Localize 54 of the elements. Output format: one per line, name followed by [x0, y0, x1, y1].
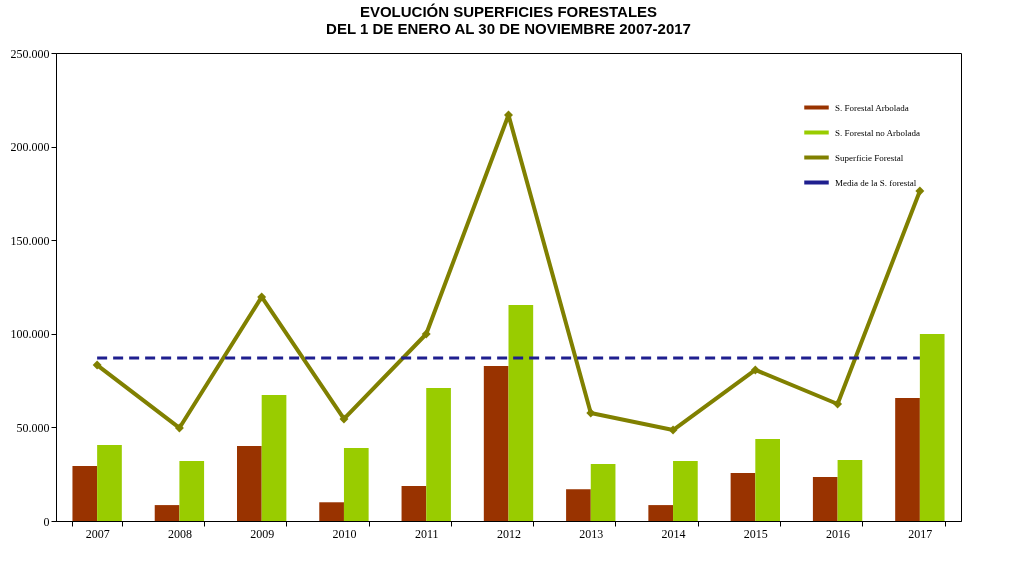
chart-title: EVOLUCIÓN SUPERFICIES FORESTALES DEL 1 DE ENERO AL 30 DE NOVIEMBRE 2007-2017	[326, 3, 691, 37]
x-tick-label: 2012	[497, 526, 521, 541]
point	[421, 329, 431, 339]
y-tick-label: 150.000	[10, 233, 50, 248]
x-tick-label: 2009	[250, 526, 275, 541]
bar	[483, 366, 509, 521]
point	[92, 360, 102, 370]
bar	[319, 502, 344, 521]
bar	[179, 461, 205, 521]
bar	[648, 505, 674, 521]
x-tick-label: 2016	[826, 526, 851, 541]
bar	[590, 464, 616, 521]
bar	[566, 489, 591, 521]
bar	[97, 445, 122, 521]
bar	[895, 398, 920, 521]
bar	[673, 461, 698, 521]
x-tick-label: 2011	[414, 526, 439, 541]
point	[174, 423, 184, 433]
legend-label: Superficie Forestal	[835, 152, 904, 163]
bar	[426, 388, 451, 521]
x-tick-label: 2013	[579, 526, 604, 541]
bar	[812, 477, 838, 521]
legend-label: S. Forestal Arbolada	[835, 102, 909, 113]
legend-label: S. Forestal no Arbolada	[835, 127, 920, 138]
bar	[343, 447, 369, 521]
x-tick-label: 2017	[908, 526, 933, 541]
bar	[919, 333, 945, 521]
bar	[154, 505, 180, 521]
y-tick-label: 100.000	[10, 327, 50, 342]
bar	[508, 304, 534, 521]
bar	[401, 485, 427, 521]
point	[339, 414, 349, 424]
bar	[730, 473, 756, 521]
x-tick-label: 2008	[167, 526, 192, 541]
point	[915, 186, 925, 196]
point	[257, 292, 267, 302]
point	[586, 408, 596, 418]
x-tick-label: 2010	[332, 526, 357, 541]
y-tick-label: 50.000	[16, 420, 50, 435]
bar	[261, 395, 287, 521]
legend-label: Media de la S. forestal	[835, 177, 917, 188]
y-tick-label: 200.000	[10, 140, 50, 155]
y-tick-label: 0	[43, 514, 50, 529]
bar	[237, 446, 262, 521]
x-tick-label: 2007	[85, 526, 110, 541]
x-tick-label: 2015	[743, 526, 768, 541]
point	[833, 399, 843, 409]
bar	[837, 459, 863, 521]
y-tick-label: 250.000	[10, 46, 50, 61]
bar	[755, 439, 780, 521]
point	[750, 365, 760, 375]
x-tick-label: 2014	[661, 526, 686, 541]
bar	[72, 465, 98, 521]
point	[668, 425, 678, 435]
